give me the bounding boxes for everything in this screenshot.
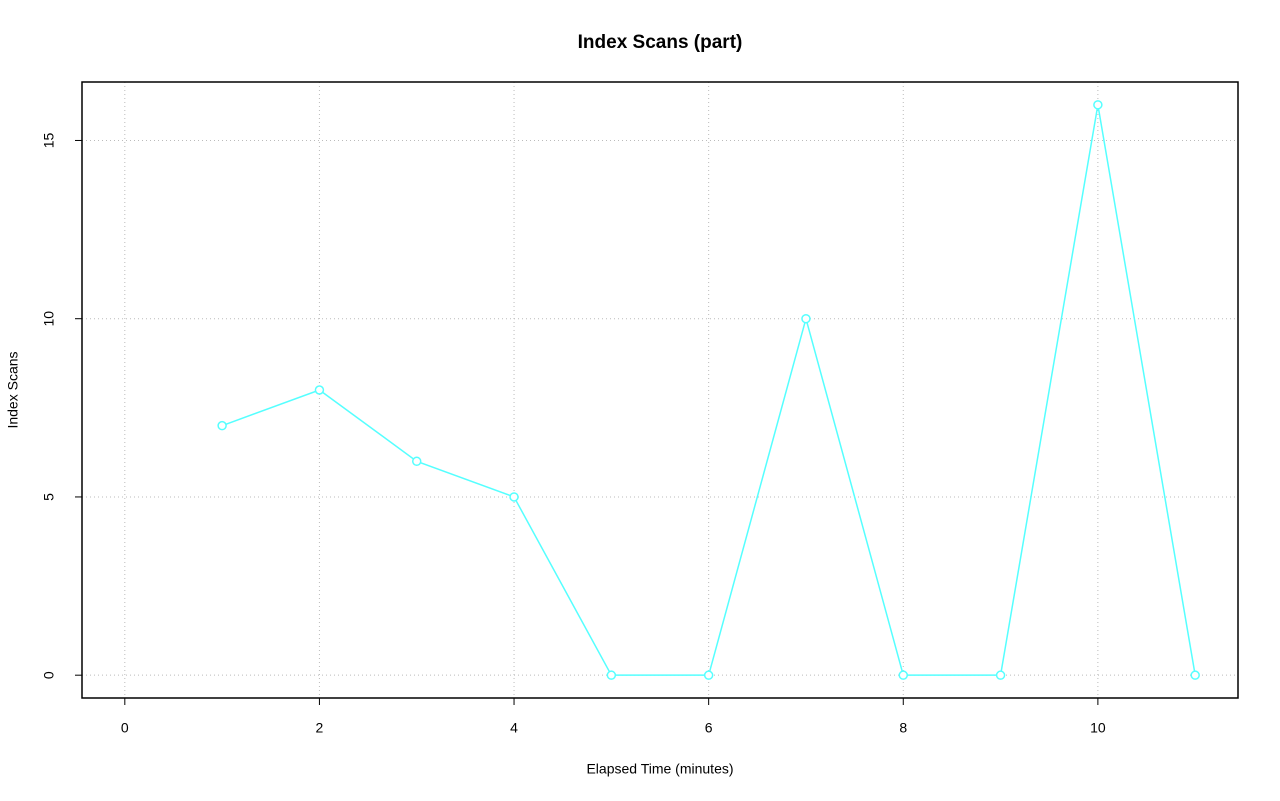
y-tick-label: 0 [41,671,57,679]
data-point [1190,670,1200,680]
y-axis-label: Index Scans [5,351,21,428]
x-tick-label: 10 [1090,720,1106,736]
data-point [509,492,519,502]
x-tick-label: 8 [899,720,907,736]
data-point [898,670,909,680]
data-point [1093,100,1103,110]
data-point [411,456,422,467]
x-tick-label: 4 [510,720,518,736]
data-point [314,385,325,395]
data-point [995,670,1006,680]
data-point [606,670,617,680]
y-tick-label: 10 [41,311,57,327]
x-axis-label: Elapsed Time (minutes) [586,761,733,777]
x-tick-label: 2 [316,720,324,736]
x-tick-label: 0 [121,720,129,736]
data-point [217,420,227,431]
plot-frame [81,81,1239,699]
data-point [703,670,714,680]
y-tick-label: 15 [41,132,57,148]
chart-title: Index Scans (part) [578,32,743,53]
y-tick-label: 5 [41,493,57,501]
x-tick-label: 6 [705,720,713,736]
data-point [801,313,811,324]
